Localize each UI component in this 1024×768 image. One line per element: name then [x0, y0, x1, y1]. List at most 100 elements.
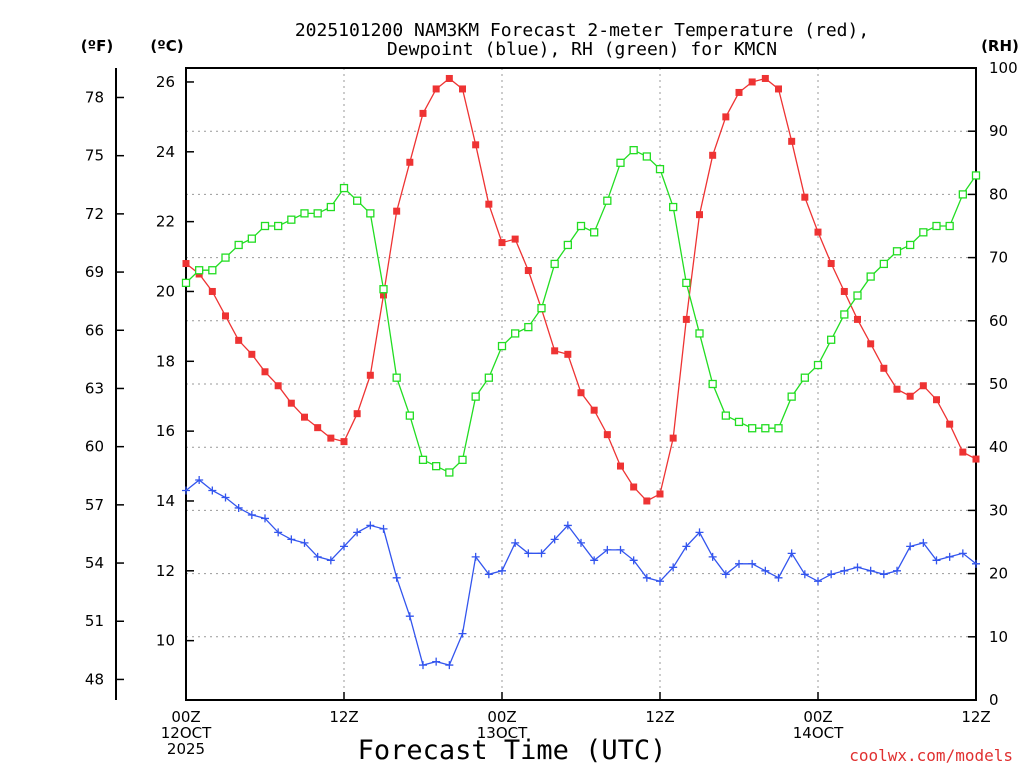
temperature-c-point [827, 260, 835, 268]
dewpoint-c-point [787, 549, 796, 558]
rh-point [590, 228, 599, 237]
dewpoint-c-point [695, 528, 704, 537]
fahrenheit-tick-label: 75 [85, 147, 104, 165]
rh-point [524, 322, 533, 332]
rh-point [892, 247, 902, 256]
dewpoint-c-point [682, 542, 691, 551]
series-layer [181, 74, 981, 670]
rh-point [432, 462, 441, 471]
temperature-c-point [445, 74, 453, 82]
dewpoint-c-point [761, 566, 770, 575]
dewpoint-c-point [629, 556, 638, 565]
rh-point [208, 266, 217, 275]
dewpoint-c-point [590, 556, 599, 565]
fahrenheit-tick-label: 48 [85, 670, 104, 688]
dewpoint-c-point [537, 549, 546, 558]
temperature-c-point [656, 490, 664, 498]
dewpoint-c-point [498, 566, 506, 575]
temperature-c-point [696, 211, 703, 219]
rh-point [497, 341, 507, 351]
temperature-c-point [511, 235, 519, 243]
temperature-c-point [366, 371, 374, 379]
temperature-c-point [722, 113, 730, 121]
temperature-c-point [880, 364, 888, 372]
rh-line [185, 149, 977, 474]
temperature-c-point [301, 413, 308, 421]
dewpoint-c-point [958, 549, 967, 558]
temperature-c-point [643, 497, 651, 505]
dewpoint-c-point [577, 538, 585, 547]
dewpoint-c-point [300, 538, 309, 547]
temperature-c-point [287, 399, 295, 407]
dewpoint-c-point [932, 556, 941, 565]
dewpoint-c-point [774, 573, 783, 582]
dewpoint-c-point [353, 528, 362, 537]
time-tick-label: 12Z [329, 708, 358, 726]
rh-point [655, 164, 665, 174]
temperature-c-point [814, 228, 822, 236]
rh-tick-label: 90 [989, 122, 1008, 140]
rh-point [260, 221, 270, 231]
rh-point [221, 253, 230, 262]
rh-point [840, 310, 849, 319]
rh-point [418, 455, 428, 464]
temperature-c-point [551, 347, 559, 355]
temperature-c-point [748, 78, 756, 86]
fahrenheit-axis: 48 51 54 57 60 63 66 69 72 75 78 [85, 88, 124, 688]
rh-point [195, 266, 204, 275]
chart-title-line-1: 2025101200 NAM3KM Forecast 2-meter Tempe… [295, 20, 869, 41]
rh-point [695, 329, 704, 338]
time-tick-label: 12OCT [161, 724, 212, 742]
dewpoint-c-point [853, 563, 862, 572]
temperature-c-point [261, 368, 269, 376]
rh-point [300, 209, 309, 218]
temperature-c-point [893, 385, 901, 393]
rh-point [748, 424, 757, 433]
dewpoint-c-point [827, 570, 836, 579]
rh-point [484, 373, 493, 382]
dewpoint-c-point [366, 521, 375, 530]
dewpoint-c-point [234, 503, 243, 512]
celsius-unit-label: (ºC) [150, 37, 183, 55]
rh-point [774, 424, 783, 433]
plot-frame [185, 67, 977, 701]
dewpoint-c-point [405, 612, 414, 621]
rh-point [853, 291, 862, 300]
temperature-c-point [788, 137, 796, 145]
dewpoint-c-point [814, 577, 822, 586]
dewpoint-c-point [945, 552, 954, 561]
rh-point [787, 392, 796, 401]
celsius-tick-label: 14 [156, 492, 175, 510]
temperature-c-point [222, 312, 229, 320]
chart-title-line-2: Dewpoint (blue), RH (green) for KMCN [387, 39, 777, 60]
dewpoint-c-point [866, 566, 875, 575]
dewpoint-c-point [432, 657, 441, 666]
temperature-c-point [603, 431, 611, 439]
temperature-c-point [801, 193, 809, 201]
grid-lines [186, 68, 976, 700]
rh-point [616, 158, 625, 167]
temperature-c-point [498, 239, 506, 247]
time-tick-label: 00Z [487, 708, 516, 726]
rh-unit-label: (RH) [981, 37, 1019, 55]
rh-point [866, 272, 875, 281]
dewpoint-c-point [708, 552, 717, 561]
dewpoint-c-point [906, 542, 915, 551]
rh-point [339, 183, 349, 193]
temperature-c-point [524, 267, 532, 275]
fahrenheit-tick-label: 72 [85, 205, 104, 223]
rh-point [932, 221, 941, 231]
temperature-c-point [353, 410, 361, 418]
rh-point [800, 373, 809, 382]
dewpoint-c-point [511, 538, 520, 547]
rh-tick-label: 100 [989, 59, 1018, 77]
rh-point [813, 360, 823, 370]
dewpoint-c-point [261, 514, 269, 523]
fahrenheit-tick-label: 60 [85, 438, 104, 456]
temperature-c-point [630, 483, 638, 491]
dewpoint-c-point [326, 556, 335, 565]
x-axis-label: Forecast Time (UTC) [358, 735, 667, 766]
rh-point [906, 240, 915, 250]
rh-tick-label: 20 [989, 565, 1008, 583]
